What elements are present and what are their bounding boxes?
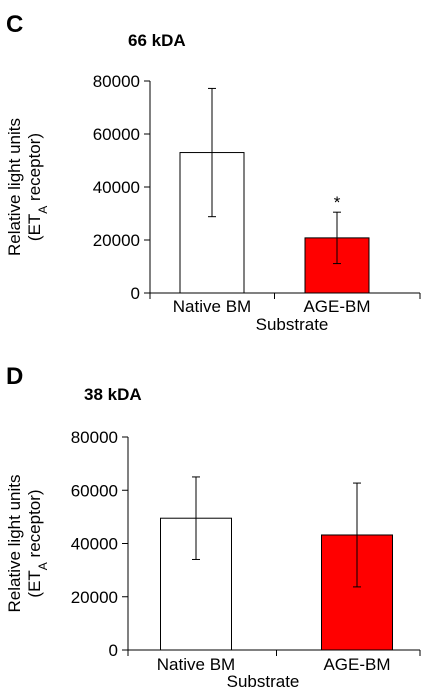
y-tick-label: 60000 (93, 125, 140, 144)
y-axis-label-suffix: receptor) (25, 489, 44, 562)
y-tick-label: 40000 (93, 178, 140, 197)
y-tick-label: 20000 (71, 588, 118, 607)
y-axis-label-line1: Relative light units (5, 475, 24, 613)
y-tick-label: 60000 (71, 481, 118, 500)
chart-title: 38 kDA (84, 385, 142, 404)
panel-letter: C (6, 11, 23, 38)
y-axis-label-line2: (ETA receptor) (25, 133, 50, 241)
significance-marker: * (334, 193, 341, 212)
chart-title: 66 kDA (128, 31, 186, 50)
x-category-label: AGE-BM (323, 655, 390, 674)
x-category-label: AGE-BM (303, 297, 370, 316)
y-tick-label: 20000 (93, 231, 140, 250)
panel-letter: D (6, 363, 23, 390)
bar-age-bm (304, 237, 370, 294)
bar-native-bm (160, 517, 232, 651)
y-tick-label: 0 (131, 284, 140, 303)
y-axis-label-line2: (ETA receptor) (25, 489, 50, 597)
y-axis-label-subscript: A (36, 562, 50, 570)
y-tick-label: 80000 (93, 72, 140, 91)
y-axis-label-prefix: (ET (25, 570, 44, 597)
y-axis-label-suffix: receptor) (25, 133, 44, 206)
y-tick-label: 40000 (71, 535, 118, 554)
chart-panel-d: D 38 kDA 0 20000 40000 60000 80000 Native BM AGE… (5, 363, 421, 691)
x-axis-label: Substrate (227, 672, 300, 691)
y-tick-label: 80000 (71, 428, 118, 447)
y-axis-label-prefix: (ET (25, 214, 44, 241)
y-axis-label-line1: Relative light units (5, 118, 24, 256)
chart-panel-c: C 66 kDA 0 20000 40000 60000 80000 Native BM * AG… (5, 11, 421, 334)
y-axis-label-subscript: A (36, 206, 50, 214)
x-category-label: Native BM (173, 297, 251, 316)
x-axis-label: Substrate (256, 315, 329, 334)
x-category-label: Native BM (157, 655, 235, 674)
y-tick-label: 0 (109, 641, 118, 660)
